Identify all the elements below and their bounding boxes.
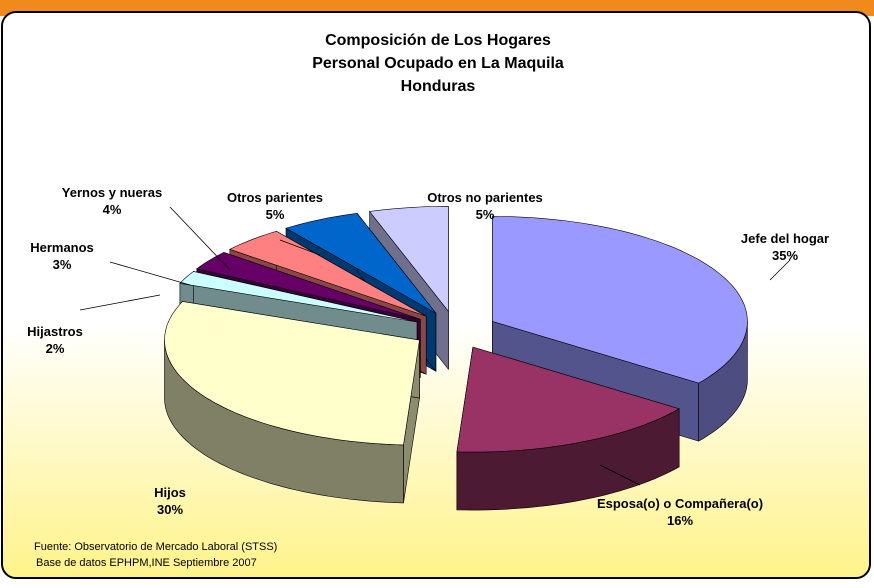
value-label: 2% [46, 341, 65, 356]
leader-line [599, 464, 641, 486]
category-label: Jefe del hogar [741, 231, 829, 246]
slice [285, 212, 437, 314]
pie [164, 205, 748, 511]
chart-title: Composición de Los Hogares [325, 32, 551, 49]
category-label: Hijastros [27, 324, 83, 339]
value-label: 35% [772, 248, 798, 263]
value-label: 5% [476, 207, 495, 222]
chart-title: Honduras [401, 78, 476, 95]
value-label: 4% [103, 202, 122, 217]
slice [164, 301, 420, 446]
leader-line [79, 294, 161, 311]
source: Fuente: Observatorio de Mercado Laboral … [34, 541, 277, 553]
labels: Jefe del hogar 35% Esposa(o) o Compañera(o… [27, 185, 829, 528]
category-label: Otros no parientes [427, 190, 543, 205]
category-label: Otros parientes [227, 190, 323, 205]
leader-line [769, 259, 791, 281]
slice [229, 230, 427, 317]
chart-title: Personal Ocupado en La Maquila [312, 55, 564, 72]
value-label: 30% [157, 502, 183, 517]
leader-line [279, 239, 321, 256]
category-label: Hijos [154, 485, 186, 500]
slice [369, 205, 449, 313]
value-label: 5% [266, 207, 285, 222]
leader-line [169, 206, 231, 271]
slice [456, 346, 680, 453]
slice [179, 271, 418, 323]
category-label: Yernos y nueras [62, 185, 162, 200]
leader-line [109, 261, 191, 286]
value-label: 16% [667, 513, 693, 528]
source: Base de datos EPHPM,INE Septiembre 2007 [36, 557, 257, 569]
slice [492, 216, 748, 384]
value-label: 3% [53, 257, 72, 272]
category-label: Hermanos [30, 240, 94, 255]
slice [196, 252, 421, 320]
category-label: Esposa(o) o Compañera(o) [597, 496, 763, 511]
